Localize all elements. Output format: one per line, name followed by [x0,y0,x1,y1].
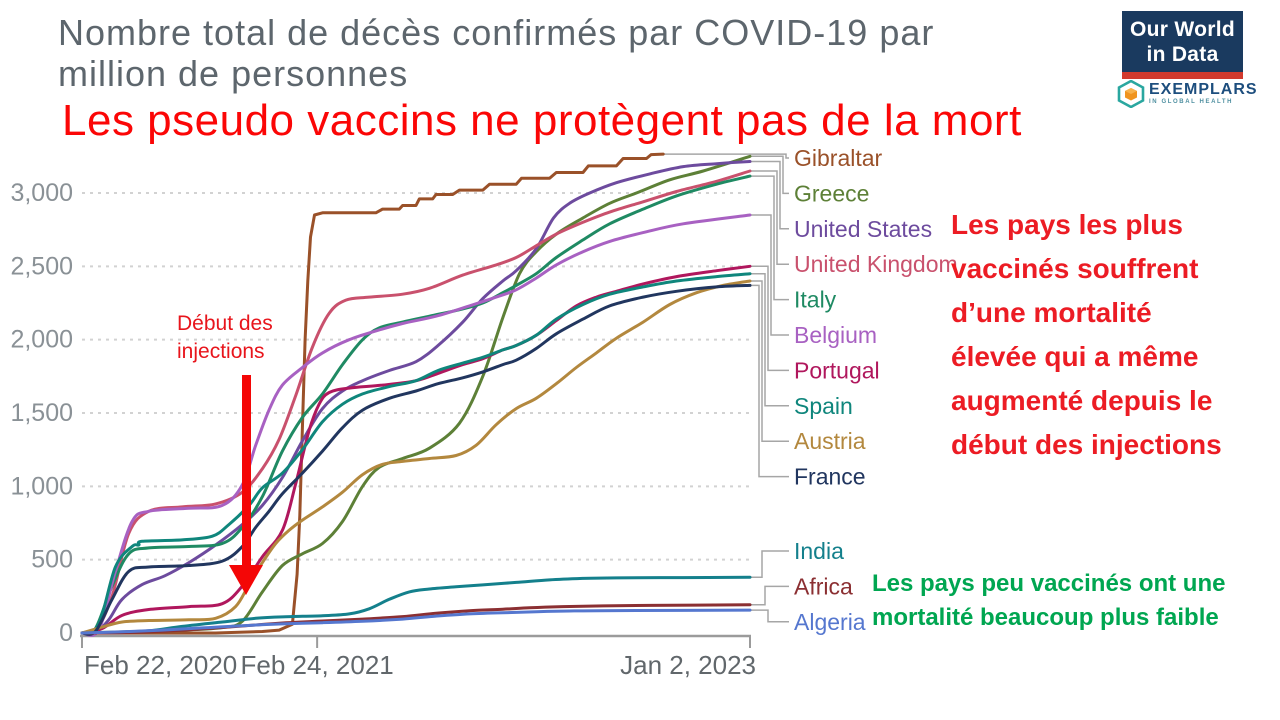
y-tick-label-2000: 2,000 [10,326,73,354]
legend-label-spain: Spain [794,393,853,419]
vaccinated-countries-note: Les pays les plus vaccinés souffrent d’u… [951,209,1222,460]
chart-title: Nombre total de décès confirmés par COVI… [58,12,935,94]
injection-arrow-shaft [242,375,251,567]
legend-label-france: France [794,464,866,490]
y-tick-label-3000: 3,000 [10,179,73,207]
series-line-italy [80,174,752,635]
legend-connector-italy [750,175,789,301]
y-tick-label-2500: 2,500 [10,252,73,280]
legend-label-belgium: Belgium [794,322,877,348]
exemplars-subtitle: IN GLOBAL HEALTH [1149,99,1234,105]
series-line-greece [80,154,752,635]
legend-connector-spain [750,272,789,407]
legend-connector-united-states [750,160,789,230]
owid-logo-stripe [1122,72,1243,79]
legend-label-italy: Italy [794,287,837,313]
x-tick-label-1: Feb 24, 2021 [241,650,394,680]
legend-label-greece: Greece [794,180,869,206]
injection-arrow-head [229,565,263,595]
y-tick-label-500: 500 [31,546,73,574]
legend-label-africa: Africa [794,573,853,599]
series-line-algeria [80,608,752,635]
series-line-belgium [80,213,752,637]
series-line-india [80,575,752,635]
owid-logo: Our World in Data [1122,11,1243,72]
owid-logo-line1: Our World [1130,18,1235,41]
legend-label-portugal: Portugal [794,357,880,383]
exemplars-wordmark: EXEMPLARS [1149,81,1258,98]
low-vaccinated-countries-note: Les pays peu vaccinés ont une mortalité … [872,570,1226,631]
series-line-spain [80,272,752,635]
legend-label-austria: Austria [794,428,866,454]
legend-connector-gibraltar [663,153,789,159]
x-tick-label-2: Jan 2, 2023 [620,650,756,680]
legend-connector-india [750,550,789,579]
legend-connector-portugal [750,265,789,372]
series-line-austria [80,279,752,635]
y-tick-label-1500: 1,500 [10,399,73,427]
exemplars-text-block: EXEMPLARS IN GLOBAL HEALTH [1149,81,1258,106]
y-tick-label-0: 0 [59,619,73,647]
legend-connector-united-kingdom [750,170,789,265]
legend-connector-algeria [750,609,789,623]
legend-label-algeria: Algeria [794,609,866,635]
series-line-united-kingdom [80,169,752,637]
legend-label-india: India [794,538,844,564]
legend-connector-austria [750,280,789,442]
overlay-headline: Les pseudo vaccins ne protègent pas de l… [62,96,1022,145]
exemplars-cube-icon [1117,79,1145,109]
series-line-gibraltar [80,152,665,635]
injection-annotation-label: Début des injections [177,312,273,363]
x-tick-label-0: Feb 22, 2020 [84,650,237,680]
exemplars-logo: EXEMPLARS IN GLOBAL HEALTH [1117,79,1258,112]
legend-connector-greece [750,155,789,195]
y-tick-label-1000: 1,000 [10,472,73,500]
legend-label-united-states: United States [794,216,932,242]
legend-label-gibraltar: Gibraltar [794,145,883,171]
legend-connector-belgium [750,214,789,336]
legend-label-united-kingdom: United Kingdom [794,251,958,277]
series-line-france [80,283,752,636]
legend-connector-france [750,284,789,478]
owid-logo-line2: in Data [1146,43,1219,66]
legend-connector-africa [750,585,789,606]
series-line-united-states [80,160,752,635]
